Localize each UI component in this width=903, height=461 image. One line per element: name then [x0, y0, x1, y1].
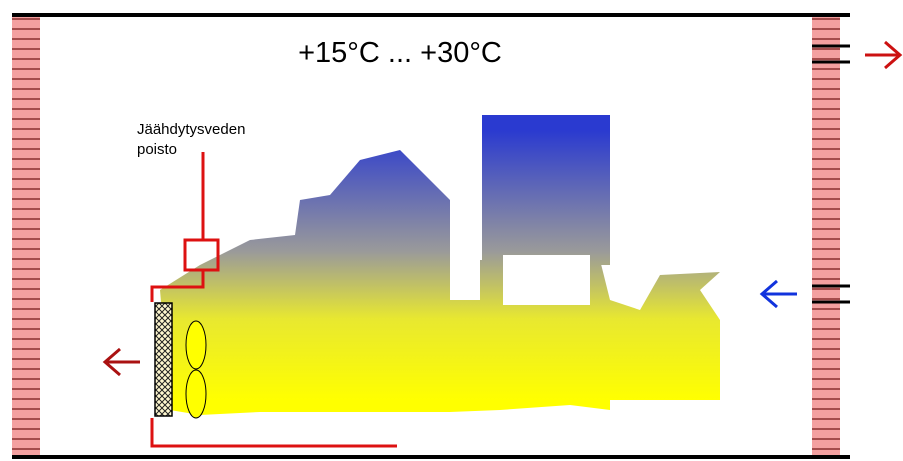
left-wall — [12, 17, 40, 457]
right-wall — [812, 17, 840, 457]
radiator — [154, 302, 173, 417]
coolant-lines — [150, 152, 397, 448]
engine — [160, 115, 720, 415]
arrows — [102, 40, 903, 377]
fan — [185, 320, 207, 370]
label-line: Jäähdytysveden — [137, 121, 245, 138]
temperature-range: +15°C ... +30°C — [298, 37, 502, 69]
fan — [185, 369, 207, 419]
engine-gap — [503, 255, 590, 305]
label-line: poisto — [137, 141, 177, 158]
openings — [812, 44, 850, 304]
